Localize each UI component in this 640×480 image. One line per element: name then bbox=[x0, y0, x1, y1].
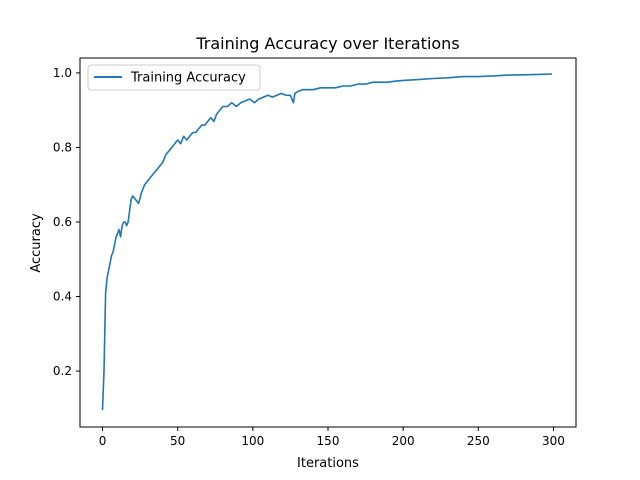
legend-box bbox=[87, 64, 261, 91]
x-tick-label: 100 bbox=[241, 434, 264, 448]
y-tick-label: 0.4 bbox=[53, 290, 72, 304]
x-axis-label: Iterations bbox=[297, 456, 359, 471]
y-tick-label: 0.8 bbox=[53, 140, 72, 154]
y-axis-label: Accuracy bbox=[29, 213, 44, 273]
plot-area bbox=[79, 57, 577, 428]
series-line-training-accuracy bbox=[101, 73, 553, 411]
x-tick-label: 250 bbox=[467, 434, 490, 448]
legend-label: Training Accuracy bbox=[130, 71, 246, 86]
y-tick-label: 0.2 bbox=[53, 364, 72, 378]
legend: Training Accuracy bbox=[87, 64, 261, 91]
x-tick-label: 150 bbox=[317, 434, 340, 448]
x-tick-label: 0 bbox=[99, 434, 107, 448]
x-tick-label: 50 bbox=[170, 434, 185, 448]
x-axis-ticks: 0 50 100 150 200 250 300 bbox=[99, 427, 565, 448]
x-tick-label: 300 bbox=[542, 434, 565, 448]
y-tick-label: 0.6 bbox=[53, 215, 72, 229]
x-tick-label: 200 bbox=[392, 434, 415, 448]
chart-title: Training Accuracy over Iterations bbox=[195, 34, 459, 53]
y-axis-ticks: 0.2 0.4 0.6 0.8 1.0 bbox=[53, 66, 80, 378]
y-tick-label: 1.0 bbox=[53, 66, 72, 80]
series-layer bbox=[101, 73, 553, 411]
